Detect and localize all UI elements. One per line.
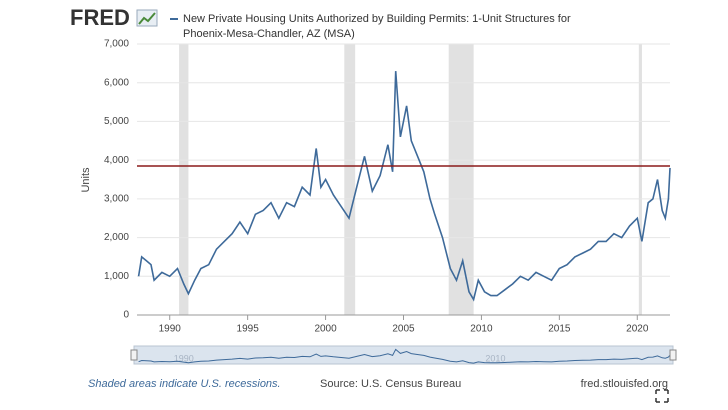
fullscreen-icon[interactable]: [655, 389, 669, 403]
y-tick-label: 6,000: [104, 77, 129, 88]
x-tick-label: 2000: [314, 324, 337, 335]
navigator-handle[interactable]: [669, 349, 677, 361]
title-line: New Private Housing Units Authorized by …: [183, 13, 571, 25]
navigator-tick-label: 1990: [174, 353, 194, 363]
y-axis-label: Units: [80, 167, 92, 193]
recession-band: [179, 44, 189, 315]
y-tick-label: 1,000: [104, 271, 129, 282]
source: Source: U.S. Census Bureau: [320, 378, 461, 390]
data-line: [137, 71, 671, 302]
logo: FRED: [70, 5, 130, 30]
x-tick-label: 2015: [548, 324, 571, 335]
site: fred.stlouisfed.org: [581, 378, 668, 390]
y-tick-label: 0: [123, 310, 129, 321]
navigator-line: [138, 348, 671, 364]
x-tick-label: 2010: [470, 324, 493, 335]
y-tick-label: 2,000: [104, 232, 129, 243]
x-tick-label: 2020: [626, 324, 649, 335]
x-tick-label: 2005: [392, 324, 415, 335]
y-tick-label: 3,000: [104, 193, 129, 204]
x-tick-label: 1995: [237, 324, 260, 335]
recession-band: [638, 44, 642, 315]
y-tick-label: 4,000: [104, 155, 129, 166]
x-tick-label: 1990: [159, 324, 182, 335]
title-line: Phoenix-Mesa-Chandler, AZ (MSA): [183, 28, 355, 40]
footnote: Shaded areas indicate U.S. recessions.: [88, 378, 281, 390]
recession-band: [448, 44, 474, 315]
logo-icon: [136, 9, 158, 27]
y-tick-label: 7,000: [104, 39, 129, 50]
recession-band: [344, 44, 356, 315]
y-tick-label: 5,000: [104, 116, 129, 127]
navigator-bg: [133, 345, 674, 365]
navigator-handle[interactable]: [130, 349, 138, 361]
navigator-tick-label: 2010: [485, 353, 505, 363]
